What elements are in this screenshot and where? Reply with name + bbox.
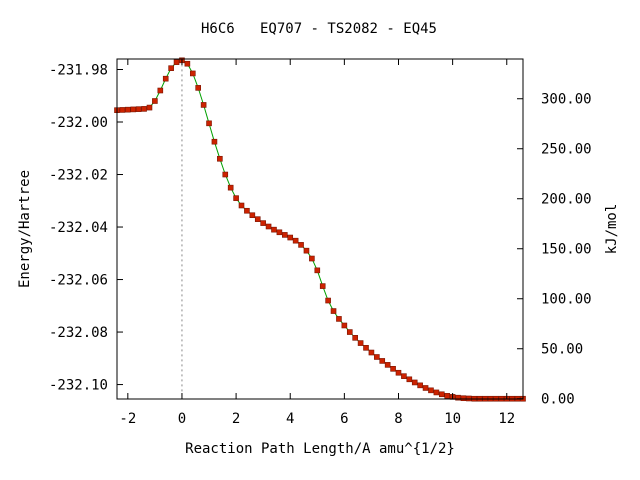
data-point: [411, 379, 418, 386]
data-point: [130, 106, 137, 113]
data-point: [314, 267, 321, 274]
x-tick-label: -2: [119, 411, 136, 427]
data-point: [384, 362, 391, 368]
data-point: [146, 104, 153, 111]
y-axis-label: Energy/Hartree: [17, 170, 33, 288]
y2-tick-label: 250.00: [541, 142, 592, 158]
series-layer: [114, 57, 526, 402]
data-point: [200, 102, 207, 108]
data-point: [319, 283, 326, 289]
data-point: [244, 207, 250, 214]
data-point: [162, 75, 169, 82]
data-point: [254, 216, 261, 222]
data-point: [428, 387, 434, 394]
y2-axis-label: kJ/mol: [604, 204, 620, 255]
plot-frame: [116, 58, 524, 400]
data-point: [287, 234, 294, 241]
data-point: [346, 329, 353, 335]
data-point: [422, 385, 429, 391]
y-tick-label: -232.04: [49, 220, 108, 236]
y2-tick-label: 100.00: [541, 292, 592, 308]
axis-layer: -2 0 2 4 6 8 10 12 -231.98 -232.00 -232.02 -232.04 -…: [49, 59, 592, 427]
data-point: [217, 155, 223, 162]
data-point: [135, 106, 142, 112]
data-point: [184, 60, 191, 67]
data-point: [173, 59, 180, 65]
data-point: [125, 106, 131, 113]
data-point: [292, 237, 299, 244]
y-tick-label: -232.02: [49, 168, 108, 184]
data-point: [211, 138, 218, 145]
data-point: [271, 226, 277, 233]
y-tick-label: -231.98: [49, 63, 108, 79]
data-point: [119, 107, 126, 113]
data-point: [238, 202, 245, 209]
data-point: [152, 98, 158, 104]
data-point: [438, 391, 445, 398]
data-point: [282, 232, 288, 238]
data-point: [330, 308, 337, 314]
data-point: [395, 369, 402, 376]
x-tick-label: 8: [394, 411, 402, 427]
data-point: [260, 220, 266, 226]
x-tick-label: 2: [232, 411, 240, 427]
data-point: [390, 366, 396, 372]
data-point: [455, 394, 461, 401]
data-point: [227, 184, 234, 191]
data-point: [417, 382, 423, 389]
x-tick-label: 6: [340, 411, 348, 427]
x-tick-label: 4: [286, 411, 294, 427]
data-point: [265, 223, 272, 230]
data-point: [222, 171, 229, 178]
x-tick-label: 12: [498, 411, 515, 427]
series-line: [116, 59, 523, 400]
x-tick-label: 10: [444, 411, 461, 427]
data-point: [249, 212, 256, 219]
data-point: [141, 106, 147, 112]
y-tick-label: -232.00: [49, 115, 108, 131]
x-axis-label: Reaction Path Length/A amu^{1/2}: [185, 441, 455, 457]
data-point: [466, 395, 472, 402]
data-point: [303, 247, 310, 254]
data-point: [189, 70, 196, 77]
data-point: [309, 255, 315, 262]
chart-title: H6C6 EQ707 - TS2082 - EQ45: [201, 21, 437, 37]
data-point: [325, 297, 331, 304]
data-point: [195, 85, 201, 91]
x-tick-label: 0: [178, 411, 186, 427]
data-point: [168, 65, 174, 71]
y-tick-label: -232.08: [49, 325, 108, 341]
data-point: [433, 389, 440, 396]
y2-tick-label: 50.00: [541, 342, 583, 358]
data-point: [341, 322, 348, 329]
data-point: [357, 340, 364, 346]
y2-tick-label: 150.00: [541, 242, 592, 258]
y2-tick-label: 200.00: [541, 192, 592, 208]
data-point: [233, 195, 239, 201]
y-tick-label: -232.06: [49, 273, 108, 289]
y2-tick-label: 300.00: [541, 92, 592, 108]
data-point: [276, 229, 283, 236]
data-point: [368, 349, 375, 356]
data-point: [336, 316, 342, 322]
data-point: [206, 120, 212, 127]
data-point: [374, 354, 380, 360]
data-point: [298, 242, 304, 248]
data-point: [157, 87, 164, 94]
data-point: [444, 393, 451, 399]
y-tick-label: -232.10: [49, 378, 108, 394]
y2-tick-label: 0.00: [541, 392, 575, 408]
data-point: [363, 345, 369, 351]
data-point: [406, 376, 413, 383]
data-point: [460, 395, 467, 402]
data-point: [352, 335, 358, 341]
data-point: [379, 358, 386, 364]
data-point: [401, 373, 407, 379]
